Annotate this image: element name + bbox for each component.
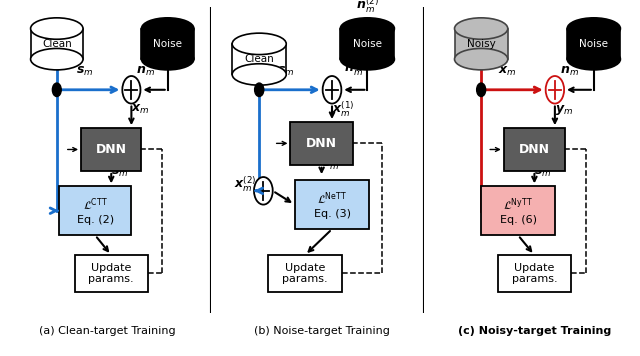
Text: $\boldsymbol{n}_m^{(2)}$: $\boldsymbol{n}_m^{(2)}$ — [356, 0, 379, 15]
Ellipse shape — [340, 18, 394, 39]
Text: $\hat{\boldsymbol{s}}_m$: $\hat{\boldsymbol{s}}_m$ — [534, 161, 552, 179]
Text: $\boldsymbol{n}_m^{(1)}$: $\boldsymbol{n}_m^{(1)}$ — [344, 58, 367, 78]
Ellipse shape — [454, 48, 508, 70]
Bar — [497, 255, 572, 292]
Text: $\boldsymbol{s}_m$: $\boldsymbol{s}_m$ — [76, 64, 94, 78]
Bar — [504, 128, 565, 171]
Circle shape — [254, 177, 273, 205]
Text: DNN: DNN — [96, 143, 127, 156]
Text: $\mathcal{L}^{\mathrm{NyTT}}$
Eq. (6): $\mathcal{L}^{\mathrm{NyTT}}$ Eq. (6) — [499, 197, 536, 225]
Text: $\boldsymbol{n}_m$: $\boldsymbol{n}_m$ — [136, 64, 155, 78]
Ellipse shape — [567, 48, 620, 70]
Ellipse shape — [232, 64, 286, 85]
Ellipse shape — [31, 18, 83, 39]
Circle shape — [52, 83, 61, 96]
Text: (b) Noise-target Training: (b) Noise-target Training — [253, 325, 390, 335]
Text: Update
params.: Update params. — [511, 263, 557, 284]
Circle shape — [122, 76, 140, 104]
Circle shape — [477, 83, 486, 96]
Text: DNN: DNN — [519, 143, 550, 156]
Text: $\boldsymbol{y}_m$: $\boldsymbol{y}_m$ — [555, 103, 573, 117]
Text: Noisy: Noisy — [467, 39, 495, 49]
Bar — [454, 28, 508, 59]
Text: (a) Clean-target Training: (a) Clean-target Training — [39, 325, 175, 335]
Text: Noise: Noise — [579, 39, 608, 49]
Text: Update
params.: Update params. — [88, 263, 134, 284]
Text: $\mathcal{L}^{\mathrm{NeTT}}$
Eq. (3): $\mathcal{L}^{\mathrm{NeTT}}$ Eq. (3) — [314, 190, 351, 219]
Text: Noise: Noise — [153, 39, 182, 49]
Text: Noise: Noise — [353, 39, 382, 49]
Text: DNN: DNN — [306, 137, 337, 150]
Circle shape — [255, 83, 264, 96]
Text: Clean: Clean — [244, 54, 274, 64]
Ellipse shape — [141, 48, 194, 70]
Text: $\boldsymbol{x}_m$: $\boldsymbol{x}_m$ — [131, 103, 150, 116]
Text: $\boldsymbol{x}_m^{(1)}$: $\boldsymbol{x}_m^{(1)}$ — [332, 100, 355, 119]
Bar — [268, 255, 342, 292]
Bar — [291, 122, 353, 165]
Bar — [141, 28, 194, 59]
Bar — [340, 28, 394, 59]
Bar — [31, 28, 83, 59]
Text: (c) Noisy-target Training: (c) Noisy-target Training — [458, 325, 611, 335]
Text: $\boldsymbol{x}_m^{(2)}$: $\boldsymbol{x}_m^{(2)}$ — [234, 175, 257, 194]
Bar — [294, 180, 369, 229]
Text: $\boldsymbol{x}_m$: $\boldsymbol{x}_m$ — [499, 64, 517, 78]
Text: $\hat{\boldsymbol{s}}_m^{(1)}$: $\hat{\boldsymbol{s}}_m^{(1)}$ — [322, 153, 343, 172]
Bar — [567, 28, 620, 59]
Bar — [75, 255, 147, 292]
Text: $\hat{\boldsymbol{s}}_m$: $\hat{\boldsymbol{s}}_m$ — [111, 161, 129, 179]
Ellipse shape — [340, 48, 394, 70]
Bar — [81, 128, 141, 171]
Text: Clean: Clean — [42, 39, 72, 49]
Circle shape — [323, 76, 341, 104]
Text: Update
params.: Update params. — [282, 263, 328, 284]
Text: $\boldsymbol{s}_m$: $\boldsymbol{s}_m$ — [278, 64, 295, 78]
Bar — [232, 44, 286, 74]
Text: $\boldsymbol{n}_m$: $\boldsymbol{n}_m$ — [560, 64, 579, 78]
Bar — [481, 186, 555, 235]
Ellipse shape — [141, 18, 194, 39]
Circle shape — [546, 76, 564, 104]
Ellipse shape — [567, 18, 620, 39]
Text: $\mathcal{L}^{\mathrm{CTT}}$
Eq. (2): $\mathcal{L}^{\mathrm{CTT}}$ Eq. (2) — [77, 197, 114, 225]
Ellipse shape — [31, 48, 83, 70]
Bar — [59, 186, 131, 235]
Ellipse shape — [232, 33, 286, 54]
Ellipse shape — [454, 18, 508, 39]
